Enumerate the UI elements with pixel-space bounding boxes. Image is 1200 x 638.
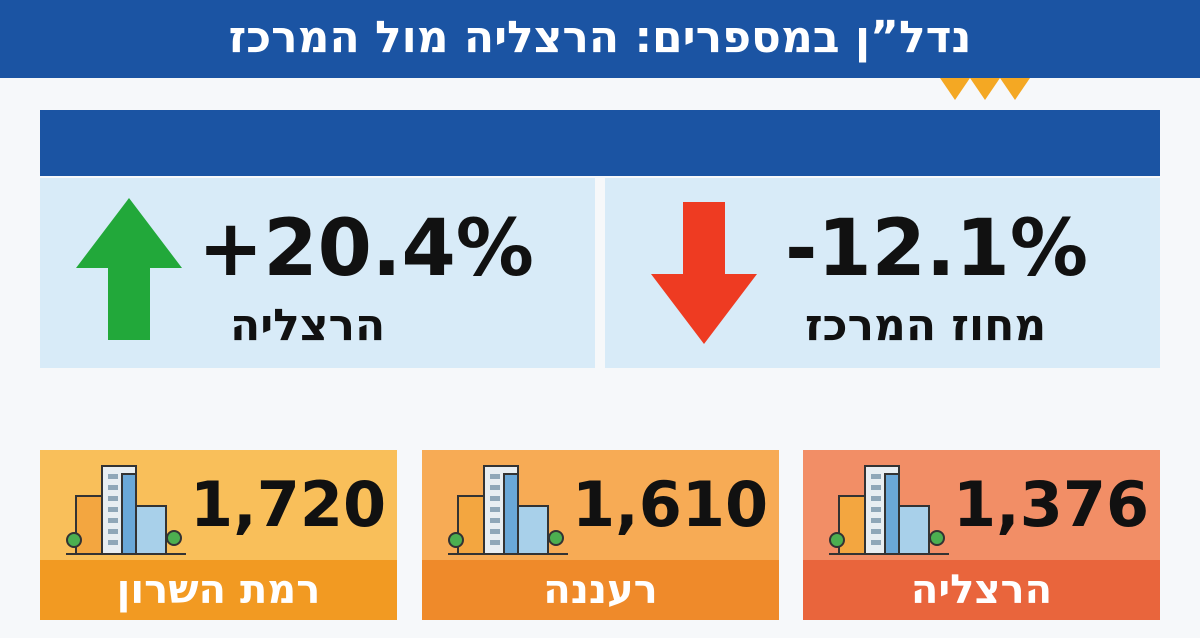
icon-part: [108, 474, 118, 479]
icon-part: [871, 485, 881, 490]
icon-part: [121, 473, 137, 555]
card-value: 1,610: [572, 468, 769, 541]
change-label: הרצליה: [230, 300, 386, 351]
title-bar: נדל”ן במספרים: הרצליה מול המרכז: [0, 0, 1200, 78]
card-value: 1,720: [190, 468, 387, 541]
icon-part: [829, 532, 845, 548]
card-label: רעננה: [422, 560, 779, 620]
building-icon: [829, 465, 949, 555]
icon-part: [884, 473, 900, 555]
icon-part: [871, 496, 881, 501]
icon-part: [490, 474, 500, 479]
icon-part: [108, 518, 118, 523]
icon-part: [490, 485, 500, 490]
icon-part: [503, 473, 519, 555]
building-icon: [66, 465, 186, 555]
icon-part: [871, 474, 881, 479]
icon-part: [898, 505, 930, 555]
stat-card: רעננה 1,610: [422, 450, 779, 620]
icon-part: [108, 507, 118, 512]
icon-part: [490, 540, 500, 545]
icon-part: [871, 540, 881, 545]
icon-part: [871, 529, 881, 534]
change-panel: -12.1% מחוז המרכז: [605, 178, 1160, 368]
icon-part: [135, 505, 167, 555]
icon-part: [490, 507, 500, 512]
up-arrow: [76, 198, 182, 340]
title: נדל”ן במספרים: הרצליה מול המרכז: [228, 12, 972, 63]
icon-part: [75, 495, 105, 555]
decoration: [940, 78, 1030, 100]
icon-part: [929, 530, 945, 546]
icon-part: [517, 505, 549, 555]
card-label: רמת השרון: [40, 560, 397, 620]
stat-card: רמת השרון 1,720: [40, 450, 397, 620]
icon-part: [457, 495, 487, 555]
change-label: מחוז המרכז: [805, 300, 1047, 351]
icon-part: [838, 495, 868, 555]
icon-part: [108, 529, 118, 534]
change-value: -12.1%: [785, 204, 1088, 294]
icon-part: [490, 518, 500, 523]
icon-part: [66, 532, 82, 548]
icon-part: [108, 485, 118, 490]
building-icon: [448, 465, 568, 555]
icon-part: [166, 530, 182, 546]
card-value: 1,376: [953, 468, 1150, 541]
change-panel: +20.4% הרצליה: [40, 178, 595, 368]
icon-part: [108, 496, 118, 501]
icon-part: [871, 507, 881, 512]
icon-part: [548, 530, 564, 546]
stat-card: הרצליה 1,376: [803, 450, 1160, 620]
card-label: הרצליה: [803, 560, 1160, 620]
down-arrow: [651, 202, 757, 344]
icon-part: [108, 540, 118, 545]
icon-part: [448, 532, 464, 548]
icon-part: [490, 529, 500, 534]
header-band: [40, 110, 1160, 176]
change-value: +20.4%: [198, 204, 534, 294]
icon-part: [871, 518, 881, 523]
icon-part: [490, 496, 500, 501]
